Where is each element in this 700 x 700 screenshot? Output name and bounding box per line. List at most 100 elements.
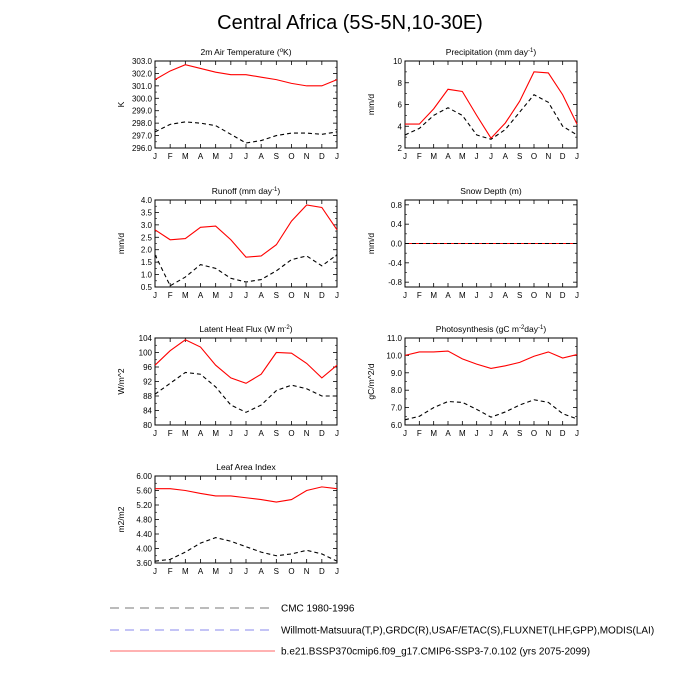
x-tick-label: J	[229, 152, 233, 161]
chart-panel-5: Latent Heat Flux (W m-2)J F M A M J J A S O N D J808…	[116, 324, 339, 438]
plot-frame	[154, 475, 338, 564]
x-tick-label: A	[503, 291, 509, 300]
y-tick-label: 104	[139, 334, 153, 343]
x-tick-label: F	[417, 291, 422, 300]
x-tick-label: M	[212, 152, 219, 161]
plot-frame	[404, 60, 578, 149]
y-tick-label: 96	[143, 363, 152, 372]
x-tick-label: J	[489, 152, 493, 161]
panel-title: Latent Heat Flux (W m-2)	[199, 324, 292, 334]
chart-panel-1: 2m Air Temperature (oK)J F M A M J J A S O N D J296.…	[116, 47, 339, 161]
x-tick-label: J	[335, 291, 339, 300]
series-line-1	[154, 339, 338, 384]
y-tick-label: 303.0	[132, 57, 153, 66]
y-tick-label: 3.0	[141, 221, 153, 230]
plot-frame	[154, 60, 338, 149]
x-tick-label: J	[153, 152, 157, 161]
chart-panel-3: Runoff (mm day-1)J F M A M J J A S O N D J0.51.01.52…	[116, 186, 339, 300]
x-tick-label: O	[288, 567, 294, 576]
y-tick-label: 100	[139, 349, 153, 358]
y-tick-label: 0.8	[391, 201, 403, 210]
y-tick-label: 3.5	[141, 208, 153, 217]
y-tick-label: 301.0	[132, 82, 153, 91]
x-tick-label: M	[430, 152, 437, 161]
x-tick-label: J	[489, 429, 493, 438]
y-tick-label: 8	[398, 79, 403, 88]
x-tick-label: F	[168, 291, 173, 300]
x-tick-label: A	[258, 429, 264, 438]
y-axis-label: mm/d	[366, 94, 376, 116]
x-tick-label: O	[288, 152, 294, 161]
x-tick-label: F	[168, 152, 173, 161]
x-tick-label: S	[517, 291, 522, 300]
y-axis-label: m2/m2	[116, 506, 126, 532]
x-tick-label: F	[417, 152, 422, 161]
series-line-2	[154, 371, 337, 413]
legend: CMC 1980-1996 Willmott-Matsuura(T,P),GRDC…	[110, 604, 654, 658]
x-tick-label: M	[430, 429, 437, 438]
y-tick-label: 4.0	[141, 196, 153, 205]
chart-panel-4: Snow Depth (m)J F M A M J J A S O N D J-0.8-0.40.00.…	[366, 186, 579, 300]
y-tick-label: 300.0	[132, 94, 153, 103]
x-tick-label: J	[335, 567, 339, 576]
series-line-2	[404, 94, 578, 140]
x-tick-label: J	[153, 291, 157, 300]
y-tick-label: 92	[143, 378, 152, 387]
y-axis-label: K	[116, 101, 126, 107]
y-tick-label: 84	[143, 407, 152, 416]
x-tick-label: J	[475, 291, 479, 300]
panel-title: Leaf Area Index	[216, 462, 276, 472]
x-tick-label: D	[560, 152, 566, 161]
x-tick-label: J	[244, 152, 248, 161]
x-tick-label: M	[182, 429, 189, 438]
y-tick-label: 88	[143, 392, 152, 401]
panel-title: Snow Depth (m)	[460, 186, 522, 196]
x-tick-label: F	[417, 429, 422, 438]
y-tick-label: 0.5	[141, 283, 153, 292]
x-tick-label: M	[459, 429, 466, 438]
plot-frame	[404, 337, 578, 426]
x-tick-label: J	[244, 291, 248, 300]
series-line-1	[154, 64, 338, 87]
y-axis-label: W/m^2	[116, 368, 126, 394]
y-tick-label: 2.0	[141, 246, 153, 255]
x-tick-label: J	[335, 429, 339, 438]
x-tick-label: J	[575, 152, 579, 161]
x-tick-label: A	[198, 291, 204, 300]
x-tick-label: J	[335, 152, 339, 161]
x-tick-label: A	[445, 152, 451, 161]
x-tick-label: A	[503, 429, 509, 438]
y-tick-label: 11.0	[387, 334, 403, 343]
x-tick-label: M	[459, 152, 466, 161]
y-tick-label: 10	[393, 57, 402, 66]
x-tick-label: N	[545, 429, 551, 438]
chart-panel-2: Precipitation (mm day-1)J F M A M J J A S O N D J246…	[366, 47, 579, 161]
y-tick-label: 0.4	[391, 220, 403, 229]
y-tick-label: 8.0	[391, 386, 403, 395]
x-tick-label: J	[475, 429, 479, 438]
x-tick-label: A	[198, 152, 204, 161]
y-tick-label: 10.0	[386, 351, 402, 360]
x-tick-label: J	[229, 567, 233, 576]
x-tick-label: A	[445, 291, 451, 300]
series-line-1	[405, 71, 578, 140]
x-tick-label: A	[198, 567, 204, 576]
x-tick-label: D	[560, 291, 566, 300]
series-line-2	[154, 254, 338, 287]
y-tick-label: 3.60	[136, 559, 152, 568]
x-tick-label: O	[531, 429, 537, 438]
x-tick-label: O	[288, 429, 294, 438]
y-tick-label: 4.00	[136, 545, 152, 554]
legend-label-1: CMC 1980-1996	[281, 604, 355, 615]
y-tick-label: 6.00	[136, 472, 152, 481]
panel-title: Photosynthesis (gC m-2day-1)	[436, 324, 547, 334]
y-axis-label: mm/d	[366, 233, 376, 255]
chart-panel-6: Photosynthesis (gC m-2day-1)J F M A M J J A S O N D…	[366, 324, 579, 438]
y-axis-label: mm/d	[116, 233, 126, 255]
x-tick-label: J	[575, 429, 579, 438]
x-tick-label: J	[244, 567, 248, 576]
x-tick-label: M	[212, 429, 219, 438]
x-tick-label: A	[503, 152, 509, 161]
y-tick-label: 6	[398, 101, 403, 110]
